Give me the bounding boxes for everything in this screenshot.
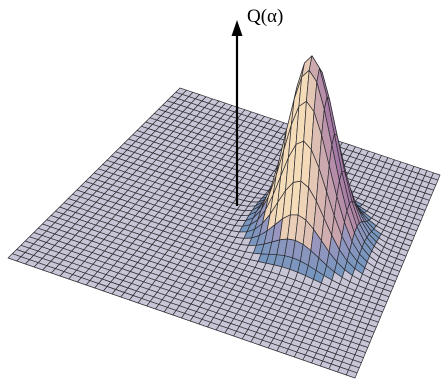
q-axis-arrow <box>231 20 243 206</box>
surface-mesh <box>7 55 441 379</box>
axis-label: Q(α) <box>247 6 283 27</box>
mesh-cell <box>345 369 358 379</box>
arrow-head <box>231 20 243 36</box>
